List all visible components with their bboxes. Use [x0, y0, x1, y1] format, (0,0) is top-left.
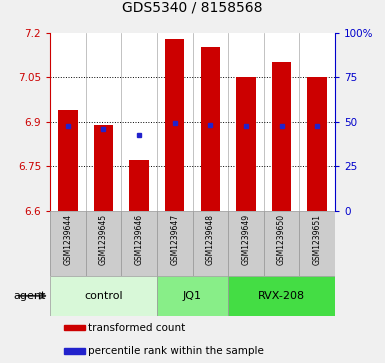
- Text: control: control: [84, 291, 123, 301]
- Text: GDS5340 / 8158568: GDS5340 / 8158568: [122, 0, 263, 15]
- Text: GSM1239647: GSM1239647: [170, 214, 179, 265]
- Text: RVX-208: RVX-208: [258, 291, 305, 301]
- Bar: [157, 276, 228, 316]
- Text: agent: agent: [14, 291, 46, 301]
- Text: GSM1239644: GSM1239644: [64, 214, 72, 265]
- Text: GSM1239646: GSM1239646: [135, 214, 144, 265]
- Bar: [64, 325, 85, 330]
- Bar: [58, 110, 78, 211]
- Bar: [165, 38, 184, 211]
- Text: JQ1: JQ1: [183, 291, 202, 301]
- Text: GSM1239645: GSM1239645: [99, 214, 108, 265]
- Bar: [307, 77, 327, 211]
- Bar: [228, 276, 335, 316]
- Text: GSM1239648: GSM1239648: [206, 214, 215, 265]
- Bar: [50, 211, 85, 276]
- Text: transformed count: transformed count: [88, 323, 186, 333]
- Bar: [85, 211, 121, 276]
- Bar: [157, 211, 192, 276]
- Text: GSM1239649: GSM1239649: [241, 214, 250, 265]
- Text: percentile rank within the sample: percentile rank within the sample: [88, 346, 264, 356]
- Bar: [121, 211, 157, 276]
- Bar: [201, 48, 220, 211]
- Bar: [64, 348, 85, 354]
- Bar: [272, 62, 291, 211]
- Bar: [236, 77, 256, 211]
- Bar: [264, 211, 300, 276]
- Bar: [228, 211, 264, 276]
- Bar: [300, 211, 335, 276]
- Bar: [94, 125, 113, 211]
- Bar: [50, 276, 157, 316]
- Text: GSM1239650: GSM1239650: [277, 214, 286, 265]
- Bar: [129, 160, 149, 211]
- Text: GSM1239651: GSM1239651: [313, 214, 321, 265]
- Bar: [192, 211, 228, 276]
